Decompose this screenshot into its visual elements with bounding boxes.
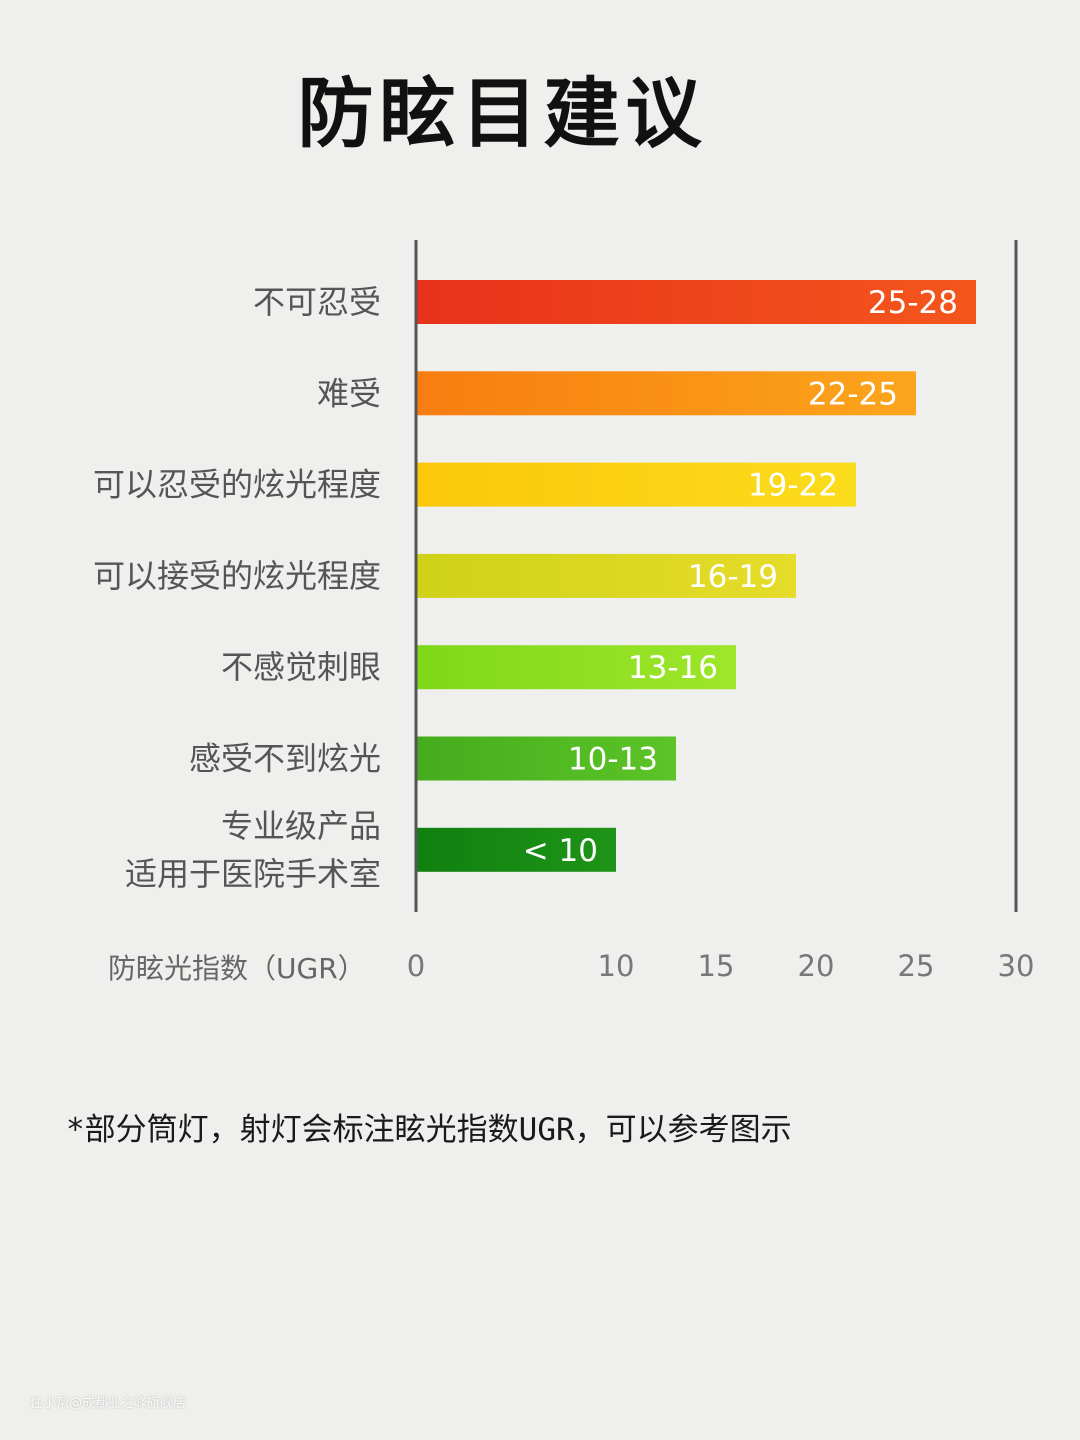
bar-value-label-2: 19-22 — [748, 468, 838, 504]
x-tick-label-4: 25 — [898, 949, 935, 983]
bars-group: 25-28 22-25 19-22 16-19 13-16 10-13 < 10 — [417, 280, 976, 872]
category-label-6-line-1: 适用于医院手术室 — [125, 855, 381, 893]
category-label-4: 不感觉刺眼 — [221, 648, 381, 686]
tick-labels-group: 0 10 15 20 25 30 — [407, 949, 1035, 983]
bar-2 — [417, 462, 856, 507]
category-labels-group: 不可忍受难受可以忍受的炫光程度可以接受的炫光程度不感觉刺眼感受不到炫光专业级产品… — [93, 283, 381, 893]
bar-0 — [417, 280, 976, 324]
bar-value-label-5: 10-13 — [568, 742, 658, 778]
x-tick-label-3: 20 — [798, 949, 835, 983]
footnote: *部分筒灯，射灯会标注眩光指数UGR，可以参考图示 — [66, 1112, 792, 1148]
x-tick-label-2: 15 — [698, 949, 735, 983]
category-label-6-line-0: 专业级产品 — [221, 807, 381, 845]
bar-value-label-4: 13-16 — [628, 650, 718, 686]
x-tick-label-5: 30 — [998, 949, 1035, 983]
x-tick-label-1: 10 — [598, 949, 635, 983]
category-label-2: 可以忍受的炫光程度 — [93, 466, 381, 504]
category-label-5: 感受不到炫光 — [189, 740, 381, 778]
category-label-1: 难受 — [317, 374, 381, 412]
ugr-bar-chart: 25-28 22-25 19-22 16-19 13-16 10-13 < 10 不可忍受难… — [93, 240, 1035, 985]
watermark: 住小帮@成都业之峰旗舰店 — [30, 1396, 187, 1411]
x-axis-label: 防眩光指数（UGR） — [108, 952, 366, 985]
bar-value-label-6: < 10 — [523, 833, 598, 869]
category-label-0: 不可忍受 — [253, 283, 381, 321]
bar-5 — [417, 736, 676, 781]
bar-6 — [417, 827, 616, 872]
bar-4 — [417, 645, 736, 690]
bar-value-label-0: 25-28 — [868, 285, 958, 321]
bar-1 — [417, 371, 916, 416]
bar-value-label-1: 22-25 — [808, 376, 898, 412]
bar-3 — [417, 553, 796, 598]
x-tick-label-0: 0 — [407, 949, 425, 983]
page-title: 防眩目建议 — [297, 69, 708, 158]
category-label-3: 可以接受的炫光程度 — [93, 557, 381, 595]
bar-value-label-3: 16-19 — [688, 559, 778, 595]
